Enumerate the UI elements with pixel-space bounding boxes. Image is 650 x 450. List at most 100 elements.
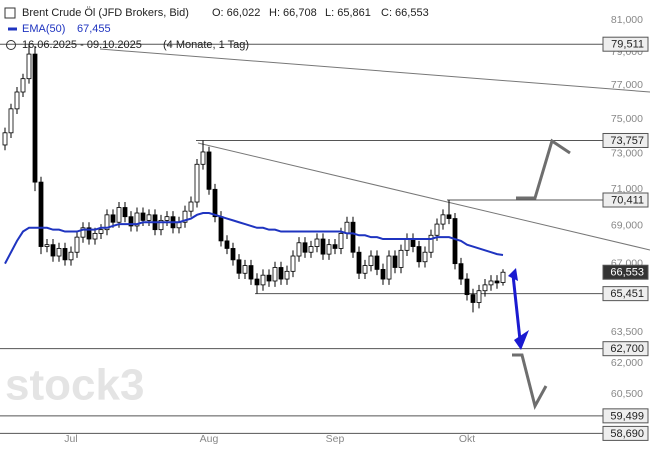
candle-body <box>104 214 110 231</box>
candle-body <box>338 232 344 249</box>
ohlc: O: 66,022 <box>212 7 260 19</box>
blue-arrow-head <box>508 268 518 281</box>
candle-body <box>74 236 80 253</box>
candle-body <box>146 214 152 221</box>
candle-body <box>428 234 434 253</box>
level-box <box>602 36 649 52</box>
candle-body <box>314 238 320 247</box>
candle-body <box>218 216 224 242</box>
candle-body <box>8 108 14 134</box>
candle-body <box>416 246 422 263</box>
candle-body <box>248 265 254 280</box>
candle-body <box>284 270 290 280</box>
level-label: 73,757 <box>610 135 644 147</box>
date-range: 16.06.2025 - 09.10.2025 <box>22 39 142 51</box>
level-box <box>602 341 649 357</box>
candle-body <box>302 242 308 253</box>
candle-body <box>44 244 50 247</box>
level-label: 59,499 <box>610 410 644 422</box>
candle-body <box>92 232 98 240</box>
candle-body <box>410 238 416 247</box>
gray-arrow <box>512 353 548 411</box>
y-axis: 81,00079,00077,00075,00073,00071,00069,0… <box>64 14 649 445</box>
candle-body <box>32 53 38 183</box>
candle-body <box>212 188 218 218</box>
blue-arrow <box>511 274 522 341</box>
candle-body <box>374 255 380 270</box>
candle-body <box>260 274 266 286</box>
clock-icon <box>6 40 16 50</box>
y-tick-label: 81,000 <box>611 14 643 26</box>
candle-body <box>188 201 194 212</box>
candle-body <box>68 251 74 261</box>
candle-body <box>134 212 140 227</box>
candle-body <box>488 280 494 286</box>
gray-arrow <box>516 138 571 200</box>
candle-body <box>158 219 164 231</box>
candle-body <box>332 244 338 249</box>
candle-body <box>224 240 230 249</box>
y-tick-label: 77,000 <box>611 79 643 91</box>
level-box <box>602 132 649 148</box>
plot <box>0 43 650 434</box>
candle-body <box>368 255 374 266</box>
candle-body <box>422 251 428 263</box>
y-tick-label: 69,000 <box>611 220 643 232</box>
candle-body <box>272 267 278 282</box>
y-tick-label: 63,500 <box>611 326 643 338</box>
candle-body <box>140 212 146 221</box>
y-tick-label: 71,000 <box>611 183 643 195</box>
blue-arrow-head <box>514 330 529 350</box>
candle-body <box>194 163 200 203</box>
candle-body <box>254 278 260 286</box>
candle-body <box>344 221 350 234</box>
candle-body <box>128 216 134 227</box>
level-label: 58,690 <box>610 428 644 440</box>
candle-body <box>200 151 206 165</box>
x-tick-label: Aug <box>200 433 219 445</box>
arrows <box>508 138 571 411</box>
candle-body <box>440 214 446 225</box>
candle-body <box>2 132 8 146</box>
level-label: 79,511 <box>611 39 644 51</box>
candle-body <box>326 244 332 255</box>
candle-body <box>62 248 68 261</box>
candle-body <box>206 151 212 190</box>
candle-body <box>182 210 188 223</box>
x-tick-label: Jul <box>64 433 77 445</box>
candle-body <box>230 248 236 261</box>
level-box <box>602 286 649 302</box>
ema-line <box>4 212 504 265</box>
candles <box>2 44 506 313</box>
candle-body <box>494 280 500 284</box>
candle-body <box>356 251 362 274</box>
candle-body <box>56 248 62 257</box>
level-label: 66,553 <box>610 267 644 279</box>
instrument-title: Brent Crude Öl (JFD Brokers, Bid) <box>22 7 189 19</box>
candle-body <box>80 227 86 238</box>
watermark: stock3 <box>5 361 144 410</box>
candle-body <box>476 290 482 303</box>
candle-body <box>86 227 92 240</box>
candle-body <box>122 207 128 218</box>
candle-body <box>398 249 404 268</box>
candle-body <box>242 265 248 274</box>
candle-body <box>38 181 44 247</box>
y-tick-label: 75,000 <box>611 113 643 125</box>
candle-body <box>386 255 392 280</box>
y-tick-label: 60,500 <box>611 388 643 400</box>
candle-body <box>26 53 32 80</box>
candle-body <box>50 244 56 257</box>
candle-body <box>482 284 488 292</box>
y-tick-label: 73,000 <box>611 147 643 159</box>
ohlc: H: 66,708 <box>269 7 317 19</box>
level-label: 62,700 <box>610 343 644 355</box>
candle-body <box>308 246 314 253</box>
candle-body <box>458 263 464 280</box>
level-box <box>602 192 649 208</box>
x-tick-label: Okt <box>459 433 475 445</box>
ohlc: L: 65,861 <box>325 7 371 19</box>
symbol-icon <box>4 7 16 19</box>
candle-body <box>278 267 284 280</box>
candle-body <box>266 274 272 282</box>
